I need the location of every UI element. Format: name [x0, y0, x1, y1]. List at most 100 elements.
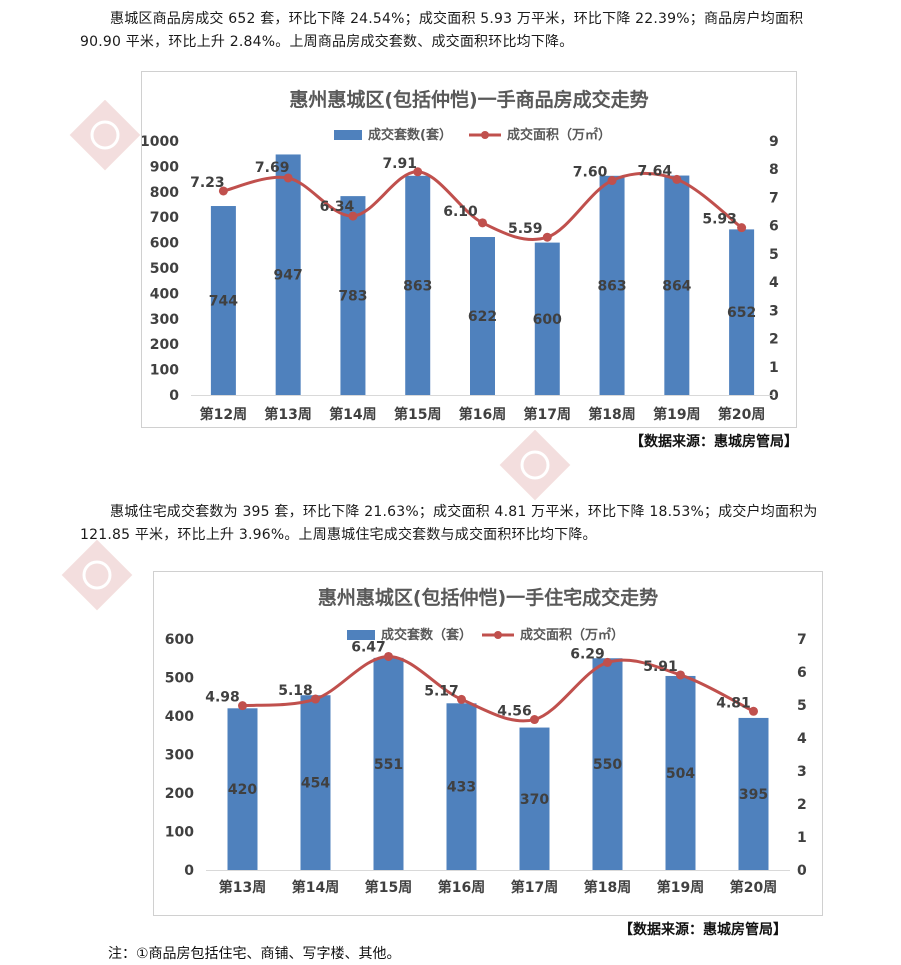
line-data-label: 7.64 [638, 163, 673, 179]
line-data-label: 5.59 [508, 221, 543, 237]
data-source-label: 【数据来源：惠城房管局】 [630, 434, 798, 450]
line-series [223, 170, 743, 242]
y-right-tick-label: 7 [797, 632, 807, 648]
line-point [311, 694, 320, 704]
line-data-label: 4.98 [205, 690, 240, 706]
line-data-label: 5.93 [702, 212, 737, 228]
watermark-logo-icon [69, 100, 141, 171]
legend-label-line: 成交面积（万㎡） [507, 127, 611, 143]
line-point [672, 174, 682, 184]
x-tick-label: 第14周 [292, 879, 339, 896]
line-data-label: 4.81 [716, 695, 751, 711]
line-point [749, 706, 758, 716]
x-tick-label: 第17周 [511, 879, 558, 896]
bar-data-label: 433 [447, 780, 476, 796]
y-right-tick-label: 4 [797, 731, 807, 747]
y-right-tick-label: 2 [797, 797, 807, 813]
x-tick-label: 第15周 [394, 406, 441, 423]
y-right-tick-label: 0 [797, 863, 807, 879]
chart-title: 惠州惠城区(包括仲恺)一手商品房成交走势 [289, 88, 648, 111]
line-data-label: 7.69 [255, 160, 290, 176]
line-data-label: 6.47 [351, 639, 386, 655]
bar-data-label: 420 [228, 782, 257, 798]
y-left-tick-label: 0 [184, 863, 194, 879]
y-left-tick-label: 200 [150, 337, 179, 353]
bar [599, 175, 625, 395]
legend-label-bar: 成交套数（套） [381, 627, 472, 643]
bar-data-label: 551 [374, 757, 403, 773]
bar [300, 695, 331, 870]
y-left-tick-label: 900 [150, 159, 179, 175]
y-left-tick-label: 600 [165, 632, 194, 648]
watermark-logo-icon [499, 430, 571, 501]
bar-data-label: 395 [739, 787, 768, 803]
bar-data-label: 454 [301, 776, 330, 792]
line-data-label: 5.18 [278, 683, 313, 699]
y-left-tick-label: 100 [165, 825, 194, 841]
x-tick-label: 第13周 [264, 406, 311, 423]
line-point [218, 186, 228, 196]
x-tick-label: 第13周 [219, 879, 266, 896]
y-right-tick-label: 2 [769, 332, 779, 348]
legend-marker-line [494, 631, 502, 639]
bar [738, 717, 769, 870]
bar-data-label: 947 [274, 268, 303, 284]
legend-swatch-bar [347, 630, 375, 640]
bar [664, 175, 690, 395]
y-left-tick-label: 700 [150, 210, 179, 226]
y-right-tick-label: 3 [797, 764, 807, 780]
y-left-tick-label: 100 [150, 363, 179, 379]
chart-title: 惠州惠城区(包括仲恺)一手住宅成交走势 [318, 586, 658, 609]
x-tick-label: 第19周 [653, 406, 700, 423]
y-left-tick-label: 300 [150, 312, 179, 328]
legend-label-bar: 成交套数(套） [368, 127, 452, 143]
y-right-tick-label: 1 [769, 360, 779, 376]
bar-data-label: 744 [209, 294, 238, 310]
bar [373, 657, 404, 870]
bar [729, 229, 755, 395]
bar [210, 206, 236, 395]
x-tick-label: 第16周 [459, 406, 506, 423]
summary-paragraph-residential: 惠城住宅成交套数为 395 套，环比下降 21.63%；成交面积 4.81 万平… [80, 504, 818, 543]
legend-marker-line [481, 131, 489, 139]
line-data-label: 4.56 [497, 704, 532, 720]
chart-commercial-housing: 惠州惠城区(包括仲恺)一手商品房成交走势成交套数(套） 成交面积（万㎡） 0 100 2… [140, 71, 797, 428]
bar-data-label: 370 [520, 792, 549, 808]
line-point [676, 670, 685, 680]
line-point [603, 657, 612, 667]
data-source-label: 【数据来源：惠城房管局】 [619, 922, 787, 938]
line-point [737, 223, 747, 233]
y-right-tick-label: 6 [797, 665, 807, 681]
line-point [348, 211, 358, 221]
bar [405, 175, 431, 395]
bar-data-label: 600 [533, 312, 562, 328]
line-data-label: 7.91 [382, 156, 417, 172]
x-tick-label: 第18周 [588, 406, 635, 423]
y-left-tick-label: 600 [150, 236, 179, 252]
bar-data-label: 504 [666, 766, 695, 782]
legend-label-line: 成交面积（万㎡） [520, 627, 624, 643]
bar-data-label: 622 [468, 309, 497, 325]
bar [446, 703, 477, 870]
y-right-tick-label: 6 [769, 219, 779, 235]
line-series [242, 654, 755, 723]
line-data-label: 6.10 [443, 204, 478, 220]
line-point [542, 232, 552, 242]
line-point [457, 694, 466, 704]
y-left-tick-label: 500 [165, 671, 194, 687]
y-right-tick-label: 7 [769, 190, 779, 206]
bar-data-label: 550 [593, 757, 622, 773]
y-left-tick-label: 0 [169, 388, 179, 404]
x-tick-label: 第17周 [524, 406, 571, 423]
x-tick-label: 第19周 [657, 879, 704, 896]
bar [470, 237, 495, 395]
line-point [607, 176, 617, 186]
line-point [384, 651, 393, 661]
y-left-tick-label: 400 [150, 286, 179, 302]
line-data-label: 5.17 [424, 683, 459, 699]
y-left-tick-label: 300 [165, 748, 194, 764]
x-tick-label: 第14周 [329, 406, 376, 423]
y-right-tick-label: 1 [797, 830, 807, 846]
y-right-tick-label: 5 [797, 698, 807, 714]
